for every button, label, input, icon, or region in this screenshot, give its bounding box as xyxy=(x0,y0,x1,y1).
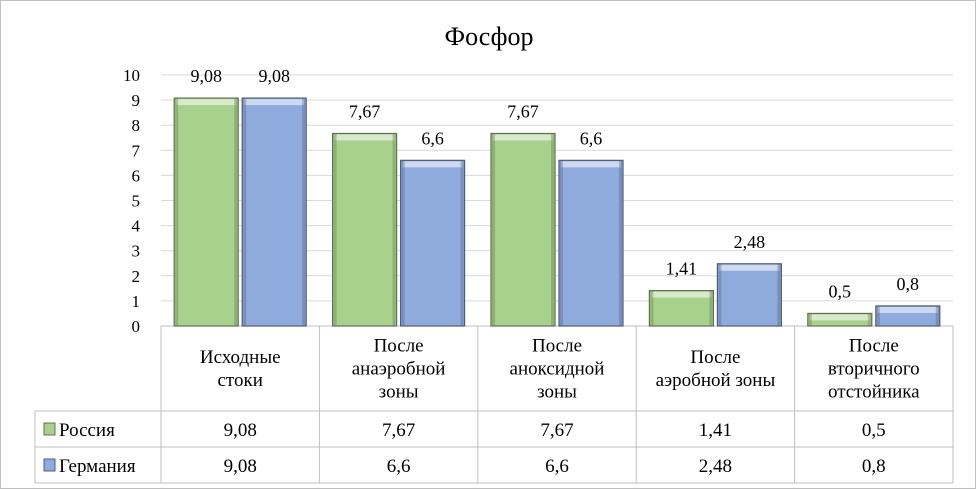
data-label: 0,5 xyxy=(829,281,852,301)
table-cell: 6,6 xyxy=(545,456,569,477)
y-tick-label: 8 xyxy=(132,116,141,135)
data-label: 7,67 xyxy=(507,101,539,121)
bar xyxy=(241,97,307,327)
y-axis: 0 1 2 3 4 5 6 7 8 9 10 xyxy=(123,66,141,336)
data-label: 9,08 xyxy=(190,66,222,86)
data-label: 9,08 xyxy=(258,66,290,86)
bar xyxy=(716,263,783,327)
bar xyxy=(490,132,556,327)
bars xyxy=(173,97,941,327)
table-cell: 7,67 xyxy=(382,420,415,441)
y-tick-label: 10 xyxy=(123,66,140,85)
bar xyxy=(173,97,239,327)
table-cell: 9,08 xyxy=(224,420,257,441)
bar xyxy=(648,290,715,327)
legend-label: Россия xyxy=(59,420,115,441)
table-cell: 7,67 xyxy=(540,420,573,441)
legend-label: Германия xyxy=(59,456,136,477)
legend-key xyxy=(43,458,56,472)
category-label: После вторичного отстойника xyxy=(828,336,920,403)
y-tick-label: 2 xyxy=(132,267,141,286)
bar xyxy=(332,132,398,327)
legend-key xyxy=(43,422,56,436)
category-label: После аэробной зоны xyxy=(656,347,776,391)
y-tick-label: 0 xyxy=(132,317,141,336)
table-cell: 2,48 xyxy=(699,456,732,477)
y-tick-label: 6 xyxy=(132,166,141,185)
data-label: 1,41 xyxy=(666,259,698,279)
y-tick-label: 7 xyxy=(132,141,141,160)
data-label: 6,6 xyxy=(580,128,603,148)
y-tick-label: 9 xyxy=(132,91,141,110)
table-cell: 6,6 xyxy=(387,456,411,477)
y-tick-label: 5 xyxy=(132,192,141,211)
bar xyxy=(875,305,941,327)
table-cell: 0,8 xyxy=(862,456,886,477)
category-label: Исходные стоки xyxy=(200,347,281,391)
table-cell: 0,5 xyxy=(862,420,886,441)
y-tick-label: 3 xyxy=(132,242,141,261)
y-tick-label: 1 xyxy=(132,292,141,311)
category-label: После анаэробной зоны xyxy=(352,336,446,403)
data-label: 6,6 xyxy=(421,128,444,148)
bar xyxy=(807,312,873,327)
category-label: После аноксидной зоны xyxy=(510,336,605,403)
data-labels: 9,08 7,67 7,67 1,41 0,5 9,08 6,6 6,6 2,48 0,8 xyxy=(190,66,919,301)
chart-title: Фосфор xyxy=(445,22,534,51)
table-cell: 9,08 xyxy=(224,456,257,477)
data-table: Исходные стоки После анаэробной зоны После ано… xyxy=(34,326,954,484)
data-label: 0,8 xyxy=(897,274,920,294)
bar xyxy=(400,159,466,327)
y-tick-label: 4 xyxy=(132,217,141,236)
data-label: 7,67 xyxy=(349,101,381,121)
table-cell: 1,41 xyxy=(699,420,732,441)
data-label: 2,48 xyxy=(734,232,766,252)
bar xyxy=(558,159,624,327)
